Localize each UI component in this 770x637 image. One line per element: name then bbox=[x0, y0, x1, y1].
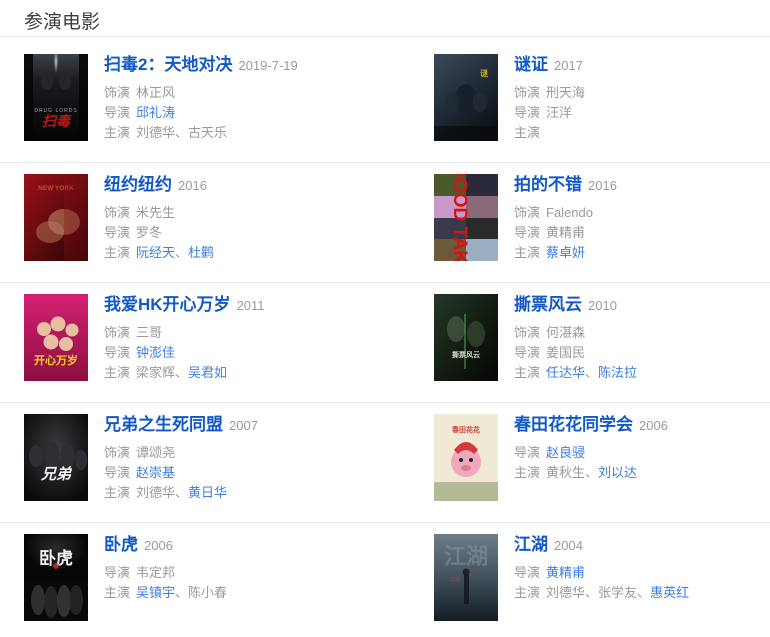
svg-text:谜: 谜 bbox=[480, 68, 488, 78]
svg-text:兄弟: 兄弟 bbox=[40, 466, 73, 483]
svg-text:GOOD TAKE: GOOD TAKE bbox=[449, 174, 470, 261]
svg-text:扫毒: 扫毒 bbox=[42, 113, 72, 129]
svg-text:江湖: 江湖 bbox=[444, 544, 488, 569]
svg-text:春田花花: 春田花花 bbox=[451, 425, 480, 434]
svg-text:江湖: 江湖 bbox=[450, 576, 460, 583]
svg-text:撕票风云: 撕票风云 bbox=[452, 350, 480, 359]
svg-text:开心万岁: 开心万岁 bbox=[34, 353, 78, 367]
